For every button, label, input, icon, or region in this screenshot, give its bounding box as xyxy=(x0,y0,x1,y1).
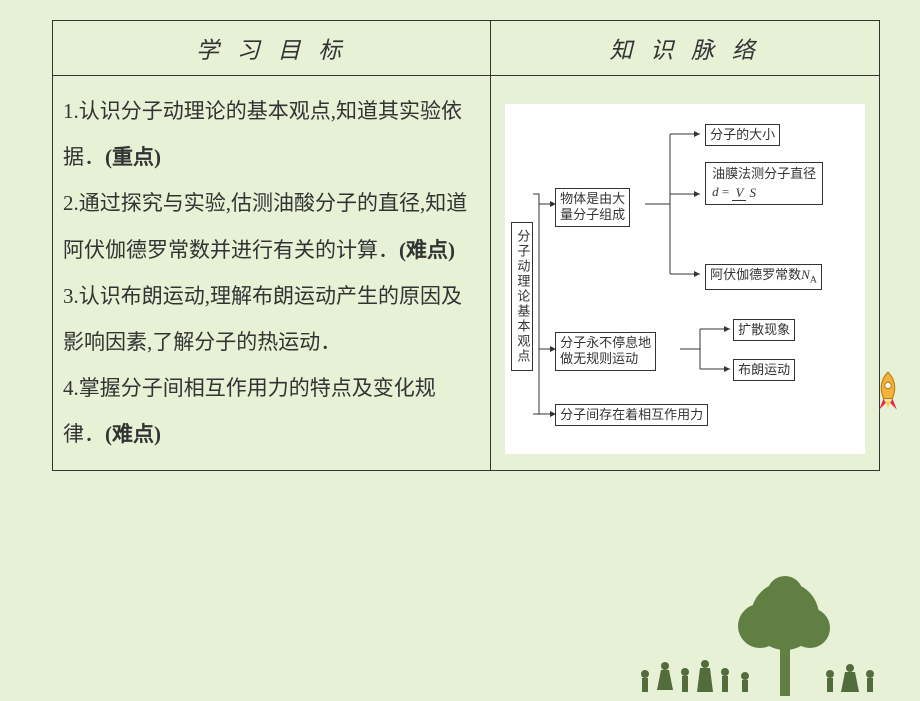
objective-1-line2: 据．(重点) xyxy=(63,134,480,180)
objectives-cell: 1.认识分子动理论的基本观点,知道其实验依 据．(重点) 2.通过探究与实验,估… xyxy=(53,76,491,471)
node-avogadro: 阿伏伽德罗常数NA xyxy=(705,264,822,290)
header-knowledge: 知 识 脉 络 xyxy=(491,21,880,76)
objective-3-line2: 影响因素,了解分子的热运动． xyxy=(63,319,480,365)
node-diffusion: 扩散现象 xyxy=(733,319,795,341)
rocket-icon xyxy=(866,370,910,414)
objective-1-line1: 1.认识分子动理论的基本观点,知道其实验依 xyxy=(63,88,480,134)
node-intermolecular-force: 分子间存在着相互作用力 xyxy=(555,404,708,426)
node-oil-film: 油膜法测分子直径 d = VS xyxy=(705,162,823,205)
node-brownian: 布朗运动 xyxy=(733,359,795,381)
content-table: 学 习 目 标 知 识 脉 络 1.认识分子动理论的基本观点,知道其实验依 据．… xyxy=(52,20,880,471)
diagram-cell: 分子动理论基本观点 物体是由大 量分子组成 分子的大小 油膜法测分子直径 d =… xyxy=(491,76,880,471)
node-root: 分子动理论基本观点 xyxy=(511,222,533,371)
objective-4-line1: 4.掌握分子间相互作用力的特点及变化规 xyxy=(63,365,480,411)
node-group2: 分子永不停息地 做无规则运动 xyxy=(555,332,656,371)
node-molecule-size: 分子的大小 xyxy=(705,124,780,146)
objective-4-line2: 律．(难点) xyxy=(63,411,480,457)
knowledge-diagram: 分子动理论基本观点 物体是由大 量分子组成 分子的大小 油膜法测分子直径 d =… xyxy=(505,104,865,454)
objective-3-line1: 3.认识布朗运动,理解布朗运动产生的原因及 xyxy=(63,273,480,319)
header-objectives: 学 习 目 标 xyxy=(53,21,491,76)
tree-silhouette-icon xyxy=(630,546,890,696)
objective-2-line1: 2.通过探究与实验,估测油酸分子的直径,知道 xyxy=(63,180,480,226)
node-group1: 物体是由大 量分子组成 xyxy=(555,188,630,227)
objective-2-line2: 阿伏伽德罗常数并进行有关的计算．(难点) xyxy=(63,227,480,273)
